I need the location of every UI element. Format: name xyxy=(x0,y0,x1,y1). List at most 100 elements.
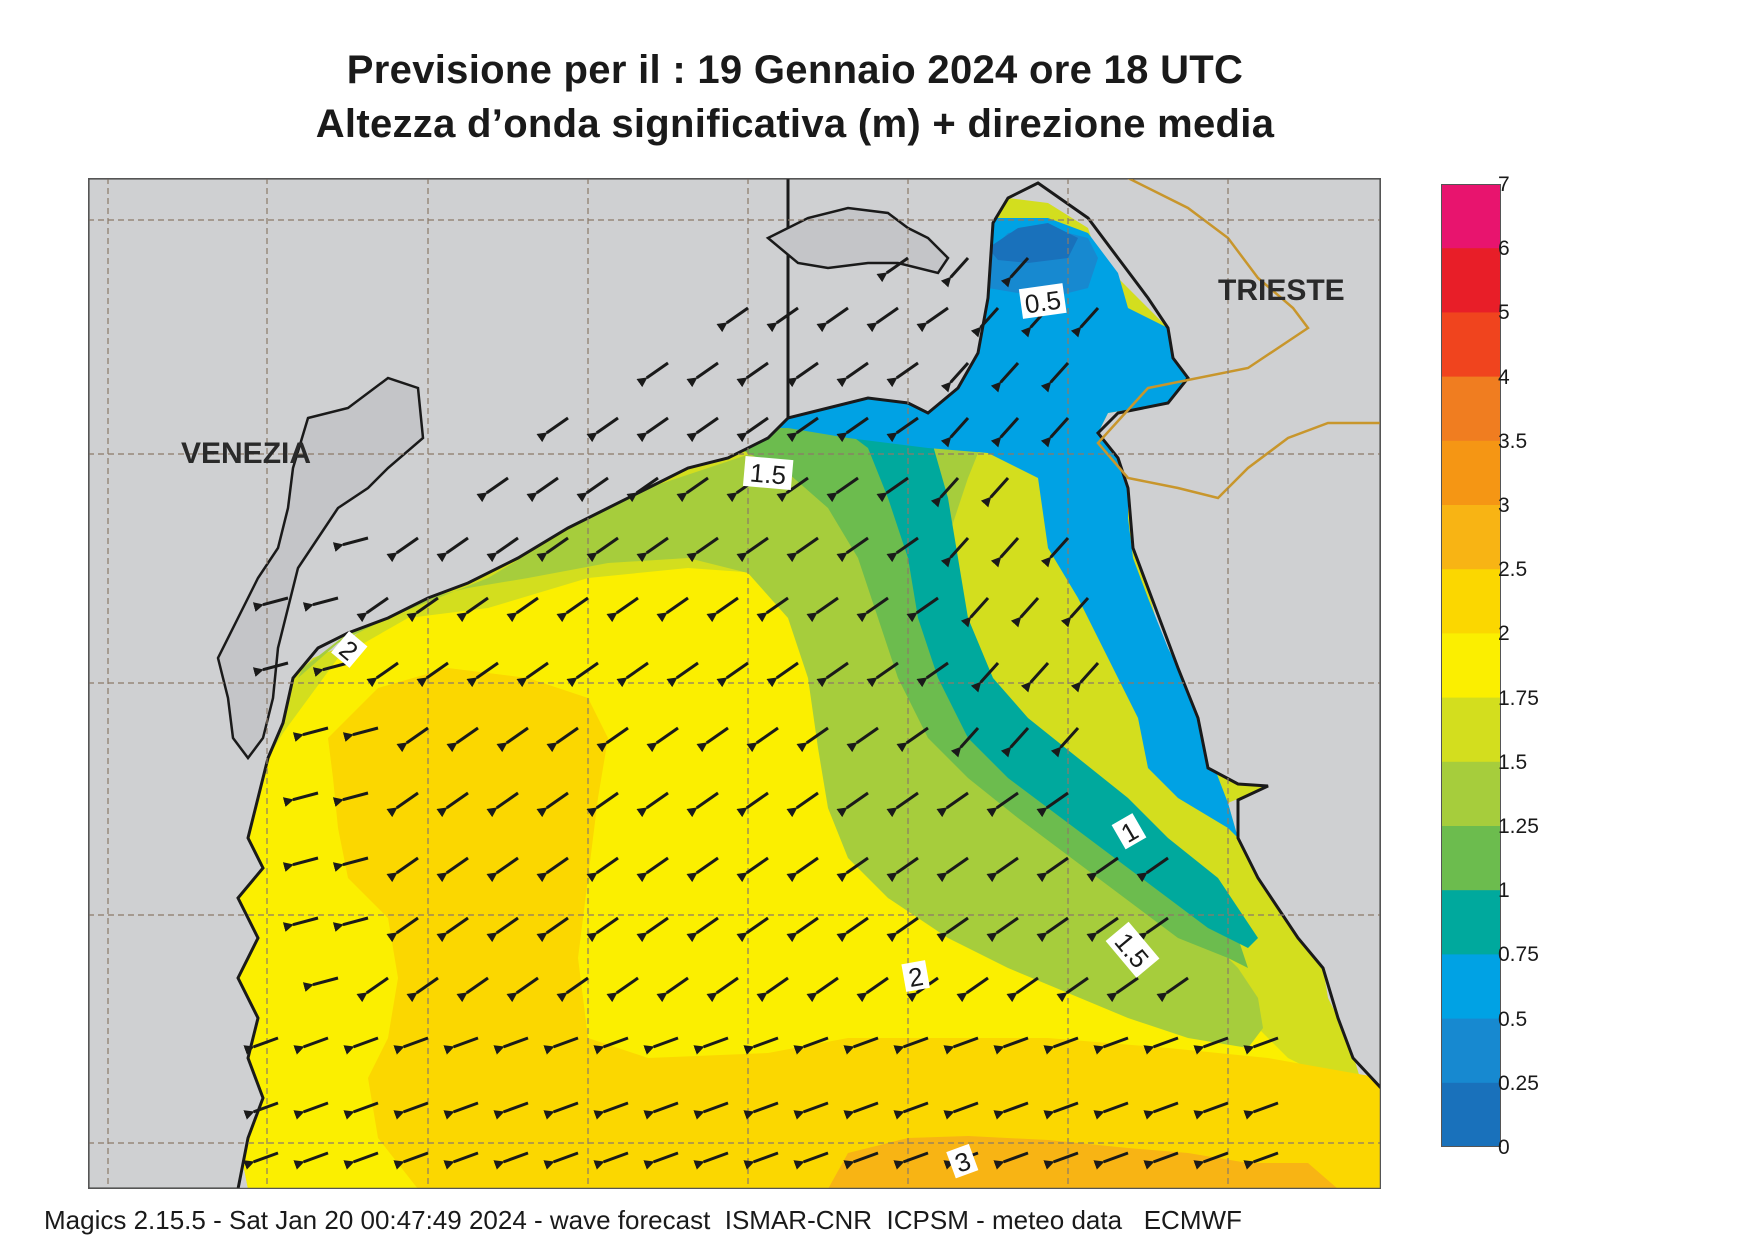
wave-arrow xyxy=(476,476,509,503)
wave-arrow xyxy=(1193,1151,1229,1170)
wave-arrow xyxy=(980,476,1010,508)
wave-arrow xyxy=(1156,976,1189,1003)
wave-arrow xyxy=(686,536,719,563)
wave-arrow xyxy=(896,726,929,753)
wave-arrow xyxy=(990,361,1020,393)
wave-arrow xyxy=(636,416,669,443)
wave-band-0-25 xyxy=(988,223,1078,263)
wave-arrow xyxy=(636,536,669,563)
wave-arrow xyxy=(836,856,869,883)
wave-arrow xyxy=(493,1101,529,1120)
wave-arrow xyxy=(386,916,419,943)
wave-arrow xyxy=(796,726,829,753)
legend-label: 0 xyxy=(1498,1136,1510,1159)
wave-arrow xyxy=(282,916,319,932)
wave-arrow xyxy=(936,916,969,943)
wave-arrow xyxy=(586,856,619,883)
wave-arrow xyxy=(793,1101,829,1120)
wave-arrow xyxy=(716,661,749,688)
wave-arrow xyxy=(536,791,569,818)
wave-arrow xyxy=(342,726,379,742)
wave-band-1 xyxy=(468,293,1258,948)
wave-arrow xyxy=(686,856,719,883)
wave-arrow xyxy=(312,661,349,677)
wave-direction-arrows xyxy=(243,256,1279,1170)
wave-arrow xyxy=(293,1036,329,1055)
wave-arrow xyxy=(686,916,719,943)
wave-arrow xyxy=(736,361,769,388)
contour-label-1-5-north: 1.5 xyxy=(749,457,788,490)
wave-arrow xyxy=(586,536,619,563)
wave-arrow xyxy=(643,1101,679,1120)
wave-arrow xyxy=(936,791,969,818)
legend-band xyxy=(1441,184,1501,249)
wave-arrow xyxy=(893,1151,929,1170)
wave-arrow xyxy=(886,416,919,443)
wave-arrow xyxy=(466,661,499,688)
wave-arrow xyxy=(343,1101,379,1120)
wave-arrow xyxy=(816,306,849,333)
wave-arrow xyxy=(543,1101,579,1120)
wave-arrow xyxy=(536,916,569,943)
wave-arrow xyxy=(916,661,949,688)
wave-arrow xyxy=(416,661,449,688)
wave-arrow xyxy=(252,661,289,677)
legend-band xyxy=(1441,697,1501,763)
legend-colorbar xyxy=(1441,184,1501,1147)
wave-arrow xyxy=(302,976,339,992)
legend-band xyxy=(1441,633,1501,699)
wave-arrow xyxy=(736,536,769,563)
legend-label: 7 xyxy=(1498,173,1510,196)
legend-label: 4 xyxy=(1498,365,1510,389)
wave-arrow xyxy=(793,1036,829,1055)
wave-arrow xyxy=(606,976,639,1003)
title-date-line: Previsione per il : 19 Gennaio 2024 ore … xyxy=(346,48,1244,92)
wave-arrow xyxy=(836,416,869,443)
wave-arrow xyxy=(543,1151,579,1170)
wave-arrow xyxy=(586,916,619,943)
wave-arrow xyxy=(993,1101,1029,1120)
wave-arrow xyxy=(516,661,549,688)
wave-arrow xyxy=(950,726,980,758)
wave-arrow xyxy=(1043,1036,1079,1055)
wave-arrow xyxy=(970,306,1000,338)
wave-arrow xyxy=(940,361,970,393)
wave-arrow xyxy=(302,596,339,612)
wave-arrow xyxy=(806,596,839,623)
wave-arrow xyxy=(806,976,839,1003)
wave-arrow xyxy=(443,1101,479,1120)
wave-arrow xyxy=(1000,256,1030,288)
wave-band-2-5 xyxy=(328,668,1381,1189)
legend-band xyxy=(1441,376,1501,442)
wave-arrow xyxy=(786,536,819,563)
wave-arrow xyxy=(576,476,609,503)
wave-arrow xyxy=(1020,661,1050,693)
wave-arrow xyxy=(743,1036,779,1055)
wave-arrow xyxy=(793,1151,829,1170)
wave-arrow xyxy=(693,1101,729,1120)
legend-band xyxy=(1441,440,1501,506)
wave-arrow xyxy=(846,726,879,753)
wave-arrow xyxy=(693,1036,729,1055)
wave-arrow xyxy=(436,856,469,883)
wave-arrow xyxy=(786,791,819,818)
legend-label: 1.75 xyxy=(1498,686,1539,710)
wave-arrow xyxy=(1050,726,1080,758)
wave-arrow xyxy=(930,476,960,508)
wave-arrow xyxy=(836,916,869,943)
wave-arrow xyxy=(836,791,869,818)
wave-arrow xyxy=(486,791,519,818)
wave-arrow xyxy=(656,596,689,623)
city-label-trieste: TRIESTE xyxy=(1218,274,1345,307)
wave-arrow xyxy=(776,476,809,503)
wave-arrow xyxy=(706,976,739,1003)
wave-arrow xyxy=(543,1036,579,1055)
wave-arrow xyxy=(940,536,970,568)
wave-arrow xyxy=(386,536,419,563)
wave-arrow xyxy=(393,1101,429,1120)
legend-label: 5 xyxy=(1498,301,1510,325)
legend-label: 0.5 xyxy=(1498,1007,1528,1031)
wave-arrow xyxy=(436,536,469,563)
wave-arrow xyxy=(406,976,439,1003)
wave-arrow xyxy=(356,596,389,623)
